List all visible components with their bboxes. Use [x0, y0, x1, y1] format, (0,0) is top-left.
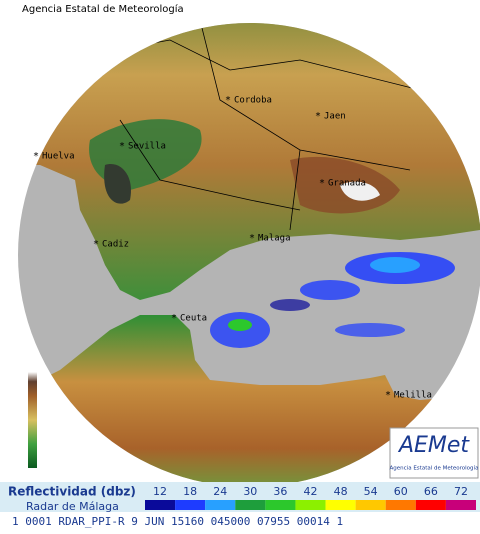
level-swatch: [445, 500, 476, 510]
level-swatch: [295, 500, 326, 510]
level-swatch: [385, 500, 416, 510]
logo-brand: AEMet: [397, 433, 470, 458]
level-label: 48: [334, 485, 348, 498]
city-marker: *: [226, 95, 231, 106]
city-label: Melilla: [394, 391, 432, 401]
level-swatch: [175, 500, 206, 510]
city-marker: *: [386, 390, 391, 401]
radar-echoes: [210, 252, 455, 348]
level-swatch: [205, 500, 236, 510]
city-label: Cordoba: [234, 96, 272, 106]
legend-subtitle: Radar de Málaga: [26, 500, 119, 513]
echo: [300, 280, 360, 300]
orography-label: 200: [13, 450, 26, 458]
level-swatch: [355, 500, 386, 510]
level-swatch: [415, 500, 446, 510]
logo-box: [389, 427, 479, 479]
echo: [228, 319, 252, 331]
africa: [18, 315, 480, 482]
level-label: 30: [243, 485, 257, 498]
marsh: [104, 164, 131, 204]
city-label: Malaga: [258, 234, 291, 244]
city-label: Cadiz: [102, 240, 129, 250]
orography-label: >2500: [2, 371, 26, 379]
level-label: 36: [273, 485, 287, 498]
level-label: 66: [424, 485, 438, 498]
level-label: 42: [304, 485, 318, 498]
city-label: Ceuta: [180, 314, 207, 324]
borders: [59, 23, 421, 231]
city-marker: *: [316, 111, 321, 122]
logo-agency: Agencia Estatal de Meteorología: [390, 465, 479, 472]
city-marker: *: [172, 313, 177, 324]
city-labels: * Cordoba* Jaen* Sevilla* Huelva* Granada* Cad…: [34, 95, 432, 401]
city-marker: *: [250, 233, 255, 244]
orography-label: 800: [13, 416, 26, 424]
city-label: Jaen: [324, 112, 346, 122]
echo: [335, 323, 405, 337]
level-swatch: [145, 500, 176, 510]
legend-title: Reflectividad (dbz): [8, 485, 136, 499]
city-label: Sevilla: [128, 142, 166, 152]
snow: [340, 181, 380, 201]
orography-label: 600: [13, 427, 26, 435]
orography-label: 0: [22, 461, 26, 469]
orography-label: 1000: [8, 405, 26, 413]
echo: [270, 299, 310, 311]
level-swatch: [235, 500, 266, 510]
echo: [370, 257, 420, 273]
orography-bar: [28, 372, 37, 468]
city-marker: *: [34, 151, 39, 162]
level-swatch: [265, 500, 296, 510]
city-label: Granada: [328, 179, 366, 189]
city-marker: *: [320, 178, 325, 189]
radar-range: [18, 23, 480, 482]
city-marker: *: [120, 141, 125, 152]
orography-label: 2000: [8, 382, 26, 390]
city-marker: *: [94, 239, 99, 250]
level-swatch: [325, 500, 356, 510]
orography-title: Orografía (m): [40, 393, 49, 447]
status-bar: [0, 512, 480, 530]
level-label: 54: [364, 485, 378, 498]
reflectivity-scale: 12 18 24 30 36 42 48 54 60 66 72: [145, 485, 476, 510]
level-label: 18: [183, 485, 197, 498]
orography-label: 400: [13, 439, 26, 447]
status-text: 1 0001 RDAR_PPI-R 9 JUN 15160 045000 079…: [12, 515, 343, 528]
level-label: 12: [153, 485, 167, 498]
city-label: Huelva: [42, 152, 75, 162]
agency-header: Agencia Estatal de Meteorología: [22, 3, 184, 15]
level-label: 60: [394, 485, 408, 498]
level-label: 72: [454, 485, 468, 498]
level-label: 24: [213, 485, 227, 498]
orography-label: 1500: [8, 394, 26, 402]
